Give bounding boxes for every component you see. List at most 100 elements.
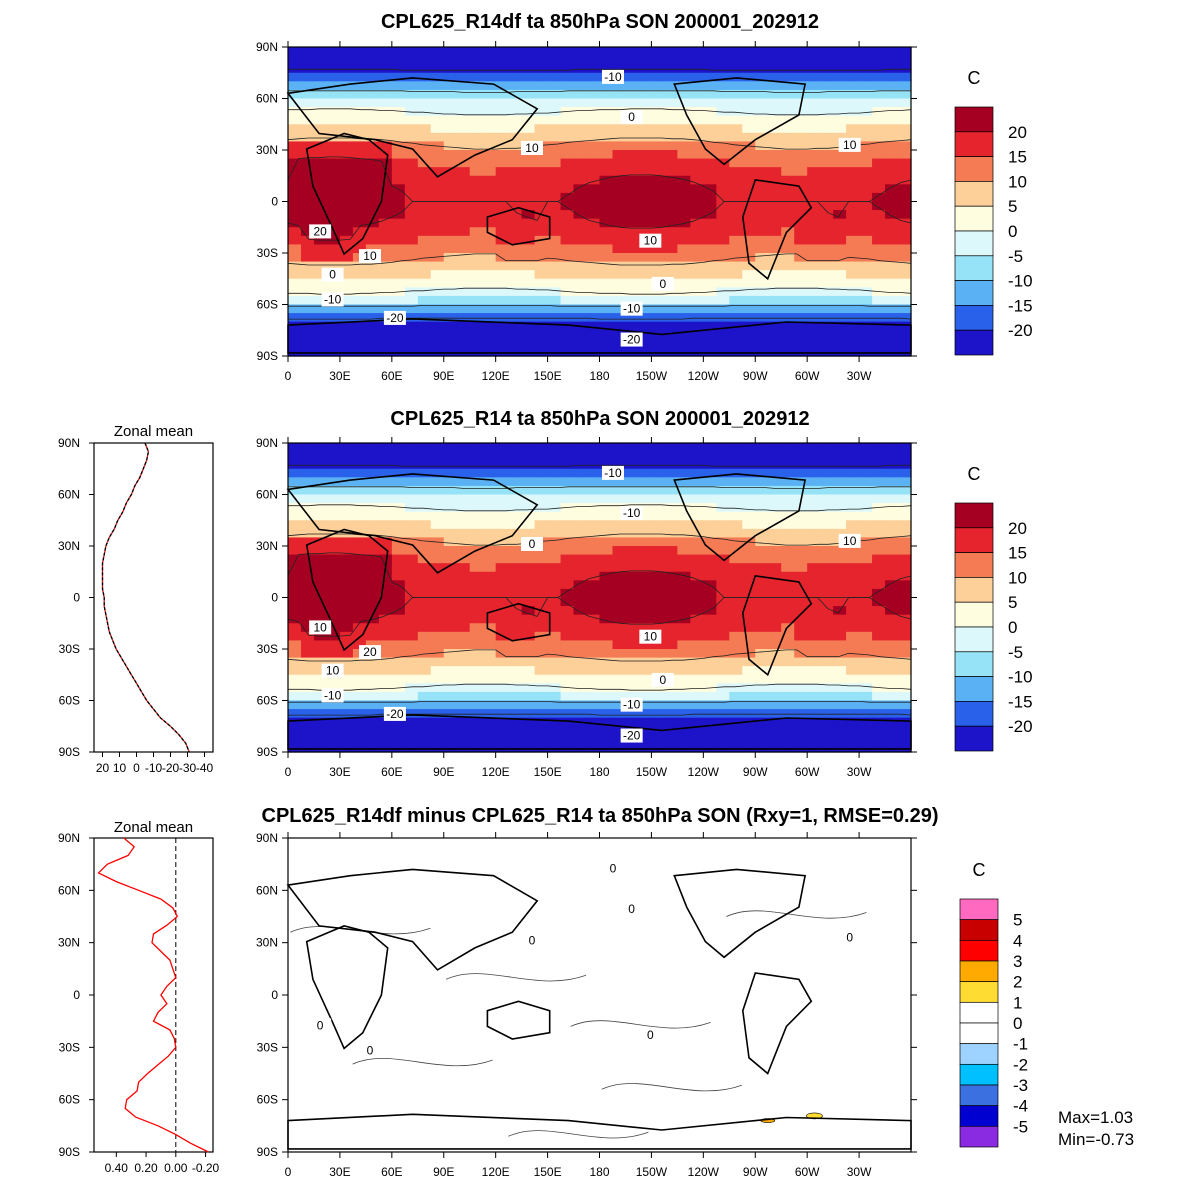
field-cell [612, 485, 627, 496]
zm-lat-label: 0 [73, 988, 80, 1002]
field-cell [703, 640, 717, 650]
field-cell [781, 261, 795, 271]
field-cell [833, 520, 847, 530]
field-cell [326, 657, 341, 667]
field-cell [521, 304, 536, 314]
field-cell [820, 640, 834, 650]
field-cell [547, 98, 562, 108]
lat-tick-label: 60S [257, 1093, 278, 1107]
field-cell [456, 649, 471, 659]
field-cell [885, 494, 899, 504]
field-cell [612, 709, 627, 719]
field-cell [885, 150, 899, 160]
field-cell [443, 528, 458, 539]
zm-lat-label: 60N [58, 488, 80, 502]
field-cell [664, 606, 678, 616]
lon-tick-label: 120W [688, 765, 720, 779]
field-cell [664, 270, 678, 280]
field-cell [651, 700, 665, 710]
field-cell [703, 141, 717, 151]
field-cell [495, 485, 510, 496]
field-cell [690, 192, 704, 203]
field-cell [612, 192, 627, 203]
colorbar-swatch [954, 280, 994, 306]
field-cell [820, 537, 834, 547]
field-cell [794, 477, 808, 487]
field-cell [677, 640, 691, 650]
field-cell [651, 528, 665, 539]
field-cell [833, 623, 847, 633]
field-cell [755, 734, 769, 745]
field-cell [755, 184, 769, 194]
field-cell [560, 546, 575, 556]
field-cell [352, 47, 367, 57]
field-cell [573, 253, 588, 263]
field-cell [664, 338, 678, 349]
field-cell [313, 709, 328, 719]
field-cell [612, 614, 627, 624]
field-cell [534, 338, 549, 349]
contour-label-box [620, 110, 643, 125]
field-cell [404, 210, 419, 220]
field-cell [690, 304, 704, 314]
field-cell [872, 700, 886, 710]
field-cell [378, 47, 393, 57]
field-cell [599, 460, 614, 470]
field-cell [404, 270, 419, 280]
field-cell [677, 201, 691, 211]
field-cell [742, 614, 756, 624]
field-cell [872, 528, 886, 539]
field-cell [391, 218, 406, 228]
field-cell [495, 743, 510, 753]
field-cell [573, 347, 588, 357]
field-cell [599, 674, 614, 684]
field-cell [326, 338, 341, 349]
colorbar-label: 15 [1008, 148, 1027, 167]
field-cell [716, 743, 730, 753]
field-cell [612, 443, 627, 453]
field-cell [833, 107, 847, 117]
colorbar-swatch [959, 1043, 999, 1065]
field-cell [352, 700, 367, 710]
field-cell [794, 158, 808, 168]
field-cell [794, 546, 808, 556]
field-cell [508, 631, 523, 642]
field-cell [599, 218, 614, 228]
field-cell [573, 227, 588, 237]
field-cell [391, 132, 406, 143]
field-cell [456, 451, 471, 461]
field-cell [560, 649, 575, 659]
field-cell [664, 295, 678, 306]
field-cell [391, 546, 406, 556]
field-cell [781, 192, 795, 203]
field-cell [781, 278, 795, 288]
field-cell [391, 503, 406, 513]
field-cell [300, 588, 315, 599]
field-cell [404, 55, 419, 65]
field-cell [898, 666, 912, 676]
field-cell [651, 98, 665, 108]
field-cell [586, 132, 601, 143]
field-cell [547, 295, 562, 306]
field-cell [404, 563, 419, 573]
field-cell [820, 47, 834, 57]
field-cell [521, 734, 536, 745]
field-cell [456, 235, 471, 246]
field-cell [404, 511, 419, 521]
field-cell [495, 580, 510, 590]
field-cell [755, 89, 769, 100]
field-cell [859, 743, 873, 753]
field-cell [288, 158, 302, 168]
field-cell [859, 460, 873, 470]
field-cell [300, 98, 315, 108]
field-cell [898, 227, 912, 237]
field-cell [677, 89, 691, 100]
field-cell [664, 72, 678, 82]
field-cell [677, 528, 691, 539]
field-cell [586, 443, 601, 453]
field-cell [729, 734, 743, 745]
field-cell [417, 503, 432, 513]
field-cell [573, 623, 588, 633]
field-cell [586, 649, 601, 659]
